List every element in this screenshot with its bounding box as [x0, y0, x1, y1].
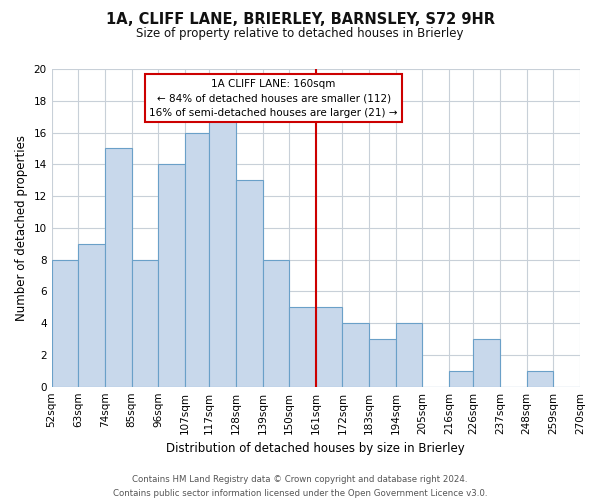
Bar: [527, 371, 553, 386]
Bar: [289, 308, 316, 386]
Bar: [158, 164, 185, 386]
Bar: [316, 308, 343, 386]
Bar: [209, 116, 236, 386]
Bar: [236, 180, 263, 386]
Bar: [396, 323, 422, 386]
Bar: [79, 244, 105, 386]
Y-axis label: Number of detached properties: Number of detached properties: [15, 135, 28, 321]
Text: Size of property relative to detached houses in Brierley: Size of property relative to detached ho…: [136, 28, 464, 40]
Bar: [263, 260, 289, 386]
Text: Contains HM Land Registry data © Crown copyright and database right 2024.
Contai: Contains HM Land Registry data © Crown c…: [113, 476, 487, 498]
Bar: [185, 132, 209, 386]
Bar: [449, 371, 473, 386]
Bar: [105, 148, 131, 386]
X-axis label: Distribution of detached houses by size in Brierley: Distribution of detached houses by size …: [166, 442, 465, 455]
Text: 1A, CLIFF LANE, BRIERLEY, BARNSLEY, S72 9HR: 1A, CLIFF LANE, BRIERLEY, BARNSLEY, S72 …: [106, 12, 494, 28]
Text: 1A CLIFF LANE: 160sqm
← 84% of detached houses are smaller (112)
16% of semi-det: 1A CLIFF LANE: 160sqm ← 84% of detached …: [149, 78, 398, 118]
Bar: [52, 260, 79, 386]
Bar: [473, 339, 500, 386]
Bar: [343, 323, 369, 386]
Bar: [369, 339, 396, 386]
Bar: [131, 260, 158, 386]
